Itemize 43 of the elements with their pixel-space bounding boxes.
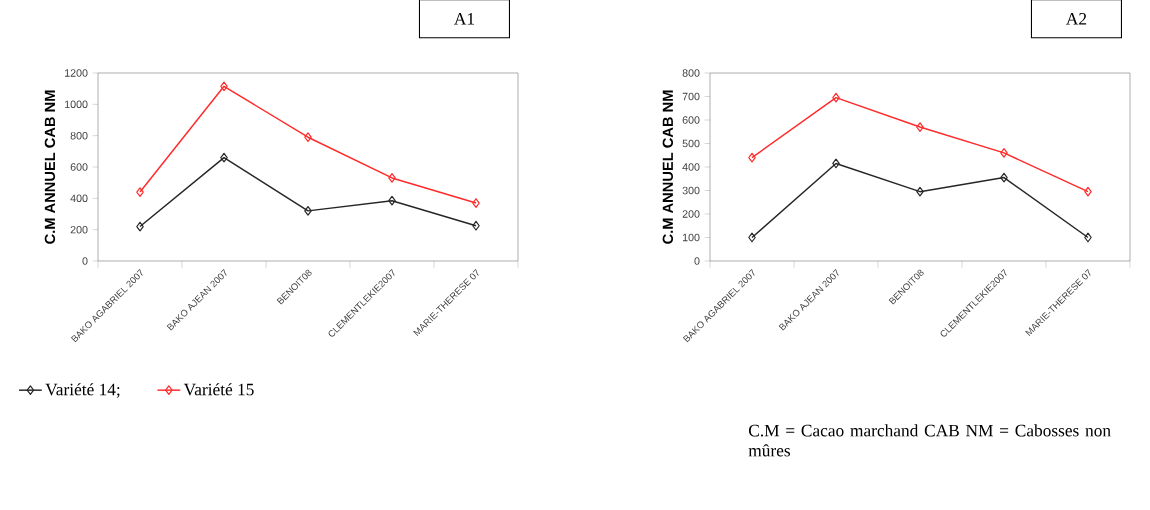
point — [832, 158, 840, 169]
point — [472, 198, 480, 208]
point — [748, 152, 756, 163]
point — [388, 173, 396, 183]
point — [220, 152, 228, 163]
y-tick-label: 400 — [70, 194, 88, 203]
point — [1084, 186, 1092, 197]
point — [220, 81, 228, 92]
y-tick-label: 200 — [682, 210, 700, 218]
legend-label: Variété 14; — [45, 383, 120, 398]
point — [832, 92, 840, 103]
point — [472, 220, 480, 231]
y-tick-label: 1000 — [65, 100, 88, 109]
y-tick-label: 600 — [70, 163, 88, 171]
y-tick-label: 800 — [70, 131, 88, 140]
point — [1000, 148, 1008, 158]
y-tick-label: 500 — [682, 139, 700, 148]
point — [1084, 232, 1092, 243]
point — [136, 187, 144, 197]
y-tick-label: 200 — [70, 225, 88, 234]
point — [1000, 172, 1008, 183]
y-tick-label: 700 — [682, 92, 700, 101]
chart-title: A2 — [1066, 13, 1087, 25]
chart-title: A1 — [454, 13, 475, 25]
point — [388, 195, 396, 206]
point — [748, 232, 756, 243]
y-tick-label: 800 — [682, 69, 700, 77]
point — [916, 186, 924, 197]
legend-label: Variété 15 — [183, 383, 254, 396]
text: C.M = Cacao marchand CAB NM = Cabosses non mûres — [748, 424, 1111, 457]
point — [916, 122, 924, 132]
point — [136, 221, 144, 232]
y-tick-label: 100 — [682, 233, 700, 242]
y-tick-label: 400 — [682, 163, 700, 171]
y-axis-title: C.M ANNUEL CAB NM — [662, 90, 674, 244]
point — [304, 205, 312, 216]
y-tick-label: 0 — [82, 257, 88, 265]
y-tick-label: 0 — [694, 257, 700, 265]
y-tick-label: 600 — [682, 116, 700, 124]
y-tick-label: 1200 — [65, 69, 88, 77]
y-tick-label: 300 — [682, 186, 700, 195]
y-axis-title: C.M ANNUEL CAB NM — [44, 90, 56, 244]
point — [304, 132, 312, 143]
